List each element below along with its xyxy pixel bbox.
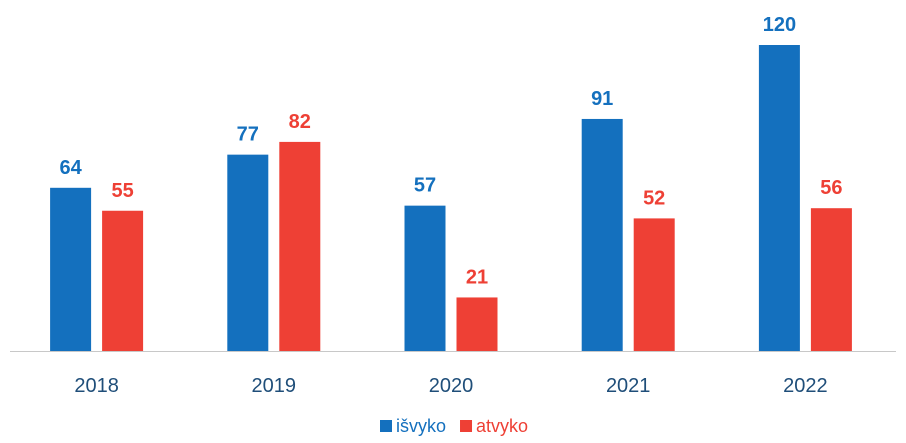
x-tick-label-2019: 2019 xyxy=(252,375,297,397)
bar-series2-2022 xyxy=(810,208,852,351)
value-label-series1-2020: 57 xyxy=(414,175,436,197)
bar-series1-2021 xyxy=(581,118,623,351)
value-label-series2-2020: 21 xyxy=(466,266,488,288)
x-tick-label-2021: 2021 xyxy=(606,375,651,397)
x-tick-label-2018: 2018 xyxy=(74,375,119,397)
legend-swatch-series2 xyxy=(460,420,473,432)
bar-series2-2019 xyxy=(279,141,321,351)
value-label-series2-2018: 55 xyxy=(111,180,133,202)
bars-group xyxy=(50,45,852,351)
value-label-series1-2021: 91 xyxy=(591,88,613,110)
bar-series2-2018 xyxy=(102,210,144,351)
x-tick-label-2020: 2020 xyxy=(429,375,474,397)
bar-series1-2022 xyxy=(758,45,800,351)
bar-series1-2020 xyxy=(404,205,446,351)
value-label-series2-2022: 56 xyxy=(820,177,842,199)
bar-series2-2020 xyxy=(456,297,498,351)
legend: išvyko atvyko xyxy=(380,416,528,436)
value-label-series1-2022: 120 xyxy=(763,14,796,36)
x-tick-labels-group: 2018 2019 2020 2021 2022 xyxy=(74,375,827,397)
legend-label-series2: atvyko xyxy=(476,416,528,436)
value-label-series1-2019: 77 xyxy=(237,124,259,146)
x-tick-label-2022: 2022 xyxy=(783,375,828,397)
value-label-series1-2018: 64 xyxy=(59,157,82,179)
bar-series2-2021 xyxy=(633,218,675,351)
value-labels-group: 64 55 77 82 57 21 91 52 120 56 xyxy=(59,14,842,288)
legend-label-series1: išvyko xyxy=(396,416,446,436)
legend-swatch-series1 xyxy=(380,420,392,432)
value-label-series2-2021: 52 xyxy=(643,187,665,209)
value-label-series2-2019: 82 xyxy=(289,111,311,133)
bar-series1-2018 xyxy=(50,187,92,351)
bar-series1-2019 xyxy=(227,154,269,351)
